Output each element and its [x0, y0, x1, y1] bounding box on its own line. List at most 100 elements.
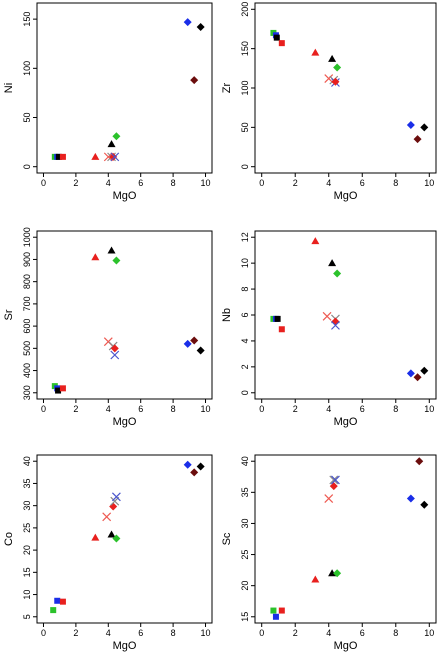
x-tick-label: 0	[259, 178, 264, 188]
y-tick-label: 2	[240, 364, 250, 369]
x-tick-label: 8	[171, 628, 176, 638]
x-axis-label: MgO	[334, 640, 358, 652]
y-tick-label: 0	[240, 164, 250, 169]
point-darkred-diamond	[413, 135, 422, 144]
point-blue-x	[110, 152, 120, 162]
x-tick-label: 6	[360, 628, 365, 638]
x-tick-label: 2	[73, 628, 78, 638]
y-axis-label: Ni	[3, 83, 15, 93]
panel-co: 0 2 4 6 8 10 5 10 15 20 25 30 35 40 MgO Co	[3, 454, 213, 652]
point-red-square	[59, 598, 66, 605]
y-tick-label: 300	[22, 385, 32, 400]
y-tick-label: 150	[240, 41, 250, 56]
point-blue-square	[54, 597, 61, 604]
y-tick-label: 100	[240, 80, 250, 95]
y-axis-label: Nb	[221, 308, 233, 322]
point-darkred-diamond	[190, 468, 199, 477]
y-axis-label: Sc	[221, 532, 233, 545]
point-black-square	[273, 34, 280, 41]
x-tick-label: 10	[201, 404, 211, 414]
y-tick-label: 800	[22, 274, 32, 289]
point-red-triangle	[311, 48, 320, 56]
point-blue-diamond	[406, 369, 415, 378]
x-tick-label: 4	[106, 628, 111, 638]
y-tick-label: 50	[240, 122, 250, 132]
point-black-triangle	[328, 54, 337, 62]
x-tick-label: 8	[393, 628, 398, 638]
x-tick-label: 4	[326, 178, 331, 188]
x-tick-label: 8	[171, 178, 176, 188]
x-tick-label: 10	[424, 404, 434, 414]
x-tick-label: 10	[424, 628, 434, 638]
x-tick-label: 10	[201, 628, 211, 638]
point-darkred-diamond	[190, 336, 199, 345]
y-tick-label: 1000	[22, 227, 32, 247]
point-blue-diamond	[406, 494, 415, 503]
x-tick-label: 0	[259, 628, 264, 638]
x-tick-label: 0	[41, 404, 46, 414]
point-red-triangle	[311, 575, 320, 583]
y-tick-label: 15	[240, 612, 250, 622]
y-tick-label: 5	[22, 614, 32, 619]
point-blue-diamond	[183, 339, 192, 348]
y-tick-label: 400	[22, 363, 32, 378]
x-tick-label: 4	[106, 404, 111, 414]
point-green-square	[50, 607, 57, 614]
y-tick-label: 30	[22, 501, 32, 511]
point-black-diamond	[196, 23, 205, 32]
point-black-diamond	[196, 462, 205, 471]
y-tick-label: 35	[240, 487, 250, 497]
x-tick-label: 2	[293, 178, 298, 188]
x-tick-label: 6	[360, 404, 365, 414]
x-tick-label: 8	[393, 178, 398, 188]
x-axis-label: MgO	[113, 190, 137, 202]
plot-frame	[36, 2, 213, 174]
x-axis-label: MgO	[334, 190, 358, 202]
x-axis-label: MgO	[334, 416, 358, 428]
y-tick-label: 100	[22, 61, 32, 76]
x-tick-label: 2	[73, 178, 78, 188]
y-tick-label: 50	[22, 113, 32, 123]
y-tick-label: 700	[22, 296, 32, 311]
point-blue-diamond	[183, 18, 192, 27]
x-tick-label: 6	[360, 178, 365, 188]
x-tick-label: 2	[293, 404, 298, 414]
y-tick-label: 20	[22, 545, 32, 555]
point-green-diamond	[112, 132, 121, 141]
y-axis-label: Co	[3, 532, 15, 546]
y-tick-label: 30	[240, 518, 250, 528]
point-blue-diamond	[406, 120, 415, 129]
point-blue-x	[331, 475, 340, 485]
point-black-triangle	[107, 530, 116, 538]
x-tick-label: 6	[138, 628, 143, 638]
x-tick-label: 6	[138, 178, 143, 188]
point-red-triangle	[91, 253, 100, 261]
y-tick-label: 150	[22, 12, 32, 27]
point-green-diamond	[333, 569, 342, 578]
y-tick-label: 10	[240, 258, 250, 268]
point-blue-x	[110, 350, 120, 360]
point-red-square	[278, 326, 285, 333]
plot-frame	[36, 454, 213, 624]
y-tick-label: 40	[22, 456, 32, 466]
y-tick-label: 900	[22, 252, 32, 267]
y-tick-label: 200	[240, 2, 250, 17]
point-black-diamond	[196, 346, 205, 355]
point-blue-square	[272, 613, 279, 620]
point-black-triangle	[107, 246, 116, 254]
point-green-diamond	[333, 269, 342, 278]
x-tick-label: 4	[326, 404, 331, 414]
x-tick-label: 10	[201, 178, 211, 188]
point-red-x	[103, 152, 113, 162]
point-green-diamond	[112, 534, 121, 543]
point-black-square	[55, 387, 62, 394]
plot-frame	[254, 2, 437, 174]
y-tick-label: 0	[22, 164, 32, 169]
y-tick-label: 600	[22, 319, 32, 334]
y-tick-label: 10	[22, 590, 32, 600]
point-blue-diamond	[183, 460, 192, 469]
plot-frame	[36, 230, 213, 400]
